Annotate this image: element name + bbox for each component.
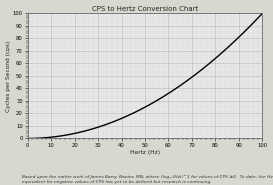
Text: Based upon the earlier work of James Barry, Baxter, MN, where (log₁₀(Hz))^1 for : Based upon the earlier work of James Bar…	[22, 176, 272, 184]
Title: CPS to Hertz Conversion Chart: CPS to Hertz Conversion Chart	[92, 6, 198, 11]
X-axis label: Hertz (Hz): Hertz (Hz)	[130, 150, 160, 155]
Y-axis label: Cycles per Second (cps): Cycles per Second (cps)	[5, 40, 11, 112]
